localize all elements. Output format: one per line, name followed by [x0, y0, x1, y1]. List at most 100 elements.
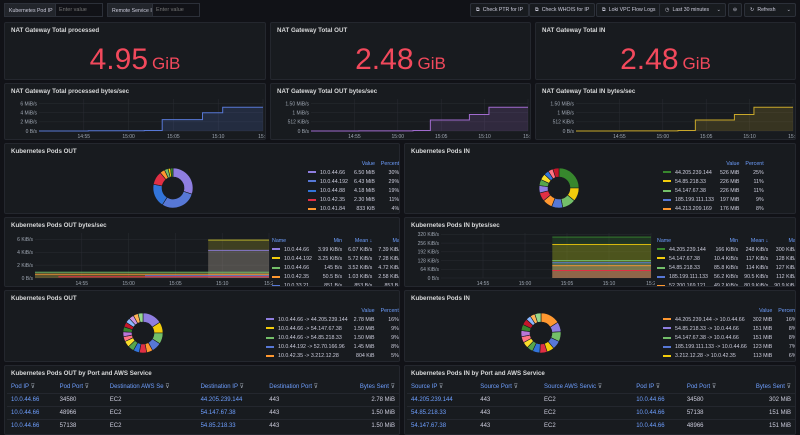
- max-header[interactable]: Max: [788, 237, 796, 244]
- table-cell[interactable]: 10.0.44.66: [7, 392, 56, 406]
- legend-row[interactable]: 10.0.44.192 3.25 KiB/s 5.72 KiB/s 7.28 KiB/…: [269, 254, 399, 263]
- timeseries-chart[interactable]: 1.50 MiB/s 1 MiB/s 512 KiB/s 0 B/s 14:55 15:0…: [536, 96, 796, 140]
- filter-icon[interactable]: ⊽: [84, 383, 90, 390]
- column-header[interactable]: Source IP ⊽: [411, 383, 444, 390]
- column-header[interactable]: Bytes Sent ⊽: [359, 383, 395, 390]
- table-cell[interactable]: 10.0.44.66: [632, 392, 683, 406]
- legend-row[interactable]: 3.212.12.28 -> 10.0.42.35 113 MiB 6%: [660, 352, 795, 361]
- mean-header[interactable]: Mean ↓: [354, 237, 373, 244]
- legend-row[interactable]: 44.213.209.169 176 MiB 8%: [660, 205, 767, 213]
- legend-row[interactable]: 54.85.218.33 -> 10.0.44.66 151 MiB 8%: [660, 324, 795, 333]
- column-header[interactable]: Pod IP ⊽: [636, 383, 661, 390]
- table-cell[interactable]: 10.0.44.66: [632, 405, 683, 419]
- table-cell[interactable]: 54.85.218.33: [407, 405, 477, 419]
- donut-chart[interactable]: [147, 162, 199, 214]
- legend-row[interactable]: 10.0.33.21 851 B/s 853 B/s 853 B/s: [269, 282, 399, 286]
- table-cell[interactable]: 54.147.67.38: [407, 418, 477, 432]
- percent-header[interactable]: Percent: [745, 160, 764, 167]
- legend-row[interactable]: 10.0.41.84 833 KiB 4%: [305, 205, 399, 213]
- column-header[interactable]: Source AWS Servic ⊽: [543, 383, 603, 390]
- value-header[interactable]: Value: [759, 307, 773, 314]
- zoom-out-button[interactable]: ⊖: [728, 3, 742, 17]
- legend-row[interactable]: 10.0.42.35 -> 3.212.12.28 804 KiB 5%: [263, 352, 399, 361]
- min-header[interactable]: Min: [333, 237, 343, 244]
- percent-header[interactable]: Percent: [380, 160, 400, 167]
- legend-row[interactable]: 10.0.44.66 -> 54.147.67.38 1.50 MiB 9%: [263, 324, 399, 333]
- table-cell[interactable]: 44.205.239.144: [196, 392, 266, 406]
- legend-row[interactable]: 185.199.111.133 -> 10.0.44.66 123 MiB 7%: [660, 343, 795, 352]
- legend-row[interactable]: 54.85.218.33 226 MiB 11%: [660, 177, 767, 186]
- table-cell[interactable]: 54.147.67.38: [196, 405, 266, 419]
- filter-icon[interactable]: ⊽: [390, 383, 395, 390]
- remote-service-ip-input[interactable]: [152, 3, 200, 17]
- column-header[interactable]: Pod Port ⊽: [59, 383, 90, 390]
- legend-row[interactable]: 185.199.111.133 197 MiB 9%: [660, 196, 767, 205]
- table-cell[interactable]: 54.85.218.33: [196, 418, 266, 432]
- donut-chart[interactable]: [533, 162, 585, 214]
- table-cell[interactable]: 10.0.44.66: [7, 418, 56, 432]
- mean-header[interactable]: Mean ↓: [750, 237, 769, 244]
- filter-icon[interactable]: ⊽: [711, 383, 717, 390]
- legend-row[interactable]: 54.147.67.38 -> 10.0.44.66 151 MiB 8%: [660, 333, 795, 342]
- legend-row[interactable]: 54.147.67.38 226 MiB 11%: [660, 186, 767, 195]
- value-header[interactable]: Value: [361, 307, 375, 314]
- column-header[interactable]: Destination Port ⊽: [269, 383, 319, 390]
- time-range-picker[interactable]: ◷ Last 30 minutes ⌄: [659, 3, 726, 17]
- check-ptr-button[interactable]: ⧉ Check PTR for IP: [470, 3, 530, 17]
- name-header[interactable]: Name: [657, 237, 672, 244]
- table-cell[interactable]: 10.0.44.66: [632, 418, 683, 432]
- legend-row[interactable]: 10.0.44.66 -> 54.85.218.33 1.50 MiB 9%: [263, 333, 399, 342]
- filter-icon[interactable]: ⊽: [165, 383, 170, 390]
- legend-row[interactable]: 10.0.44.88 4.18 MiB 19%: [305, 186, 399, 195]
- percent-header[interactable]: Percent: [380, 307, 399, 314]
- refresh-button[interactable]: ↻ Refresh ⌄: [744, 3, 796, 17]
- table-cell[interactable]: 44.205.239.144: [407, 392, 477, 406]
- legend-row[interactable]: 10.0.42.35 50.5 B/s 1.03 KiB/s 2.58 KiB/s: [269, 273, 399, 282]
- filter-icon[interactable]: ⊽: [30, 383, 35, 390]
- max-header[interactable]: Max: [392, 237, 400, 244]
- column-header[interactable]: Destination IP ⊽: [200, 383, 244, 390]
- legend-row[interactable]: 44.205.239.144 166 KiB/s 248 KiB/s 300 KiB/…: [654, 245, 795, 254]
- legend-row[interactable]: 10.0.44.66 6.50 MiB 30%: [305, 168, 399, 177]
- loki-vpc-flow-logs-button[interactable]: ⧉ Loki VPC Flow Logs: [596, 3, 662, 17]
- legend-row[interactable]: 10.0.44.192 6.43 MiB 29%: [305, 177, 399, 186]
- donut-chart[interactable]: [117, 307, 169, 359]
- column-header[interactable]: Pod Port ⊽: [686, 383, 717, 390]
- legend-row[interactable]: 10.0.44.66 145 B/s 3.52 KiB/s 4.72 KiB/s: [269, 263, 399, 272]
- legend-row[interactable]: 52.200.169.121 49.2 KiB/s 80.9 KiB/s 90.9 K…: [654, 282, 795, 286]
- filter-icon[interactable]: ⊽: [313, 383, 319, 390]
- filter-icon[interactable]: ⊽: [786, 383, 791, 390]
- filter-icon[interactable]: ⊽: [438, 383, 444, 390]
- filter-icon[interactable]: ⊽: [513, 383, 519, 390]
- legend-row[interactable]: 44.205.239.144 526 MiB 25%: [660, 168, 767, 177]
- legend-row[interactable]: 54.147.67.38 10.4 KiB/s 117 KiB/s 128 KiB/s: [654, 254, 795, 263]
- legend-row[interactable]: 44.205.239.144 -> 10.0.44.66 302 MiB 16%: [660, 315, 795, 324]
- timeseries-chart[interactable]: 1.50 MiB/s 1 MiB/s 512 KiB/s 0 B/s 14:55 15:0…: [271, 96, 531, 140]
- pod-ip-input[interactable]: [55, 3, 103, 17]
- name-header[interactable]: Name: [272, 237, 287, 244]
- timeseries-chart[interactable]: 320 KiB/s 256 KiB/s 192 KiB/s 128 KiB/s 64 K…: [405, 230, 655, 287]
- column-header[interactable]: Destination AWS Se ⊽: [109, 383, 170, 390]
- legend-row[interactable]: 10.0.44.66 3.99 KiB/s 6.07 KiB/s 7.39 KiB/s: [269, 245, 399, 254]
- filter-icon[interactable]: ⊽: [655, 383, 661, 390]
- legend-row[interactable]: 185.199.111.133 56.2 KiB/s 90.5 KiB/s 112 K…: [654, 273, 795, 282]
- y-tick-label: 6 KiB/s: [17, 237, 33, 243]
- timeseries-chart[interactable]: 6 MiB/s 4 MiB/s 2 MiB/s 0 B/s 14:55 15:00 15:0…: [5, 96, 266, 140]
- filter-icon[interactable]: ⊽: [239, 383, 244, 390]
- check-whois-button[interactable]: ⧉ Check WHOIS for IP: [529, 3, 596, 17]
- value-header[interactable]: Value: [361, 160, 375, 167]
- legend-row[interactable]: 54.85.218.33 85.8 KiB/s 114 KiB/s 127 KiB/s: [654, 263, 795, 272]
- min-header[interactable]: Min: [729, 237, 739, 244]
- percent-header[interactable]: Percent: [778, 307, 796, 314]
- filter-icon[interactable]: ⊽: [597, 383, 603, 390]
- donut-chart[interactable]: [515, 307, 567, 359]
- value-header[interactable]: Value: [726, 160, 740, 167]
- column-header[interactable]: Pod IP ⊽: [11, 383, 35, 390]
- table-cell[interactable]: 10.0.44.66: [7, 405, 56, 419]
- legend-row[interactable]: 10.0.42.35 2.30 MiB 11%: [305, 196, 399, 205]
- timeseries-chart[interactable]: 6 KiB/s 4 KiB/s 2 KiB/s 0 B/s 14:55 15:00 15:0…: [5, 230, 273, 287]
- column-header[interactable]: Bytes Sent ⊽: [755, 383, 791, 390]
- legend-row[interactable]: 10.0.44.192 -> 52.70.166.96 1.45 MiB 8%: [263, 343, 399, 352]
- column-header[interactable]: Source Port ⊽: [480, 383, 519, 390]
- legend-row[interactable]: 10.0.44.66 -> 44.205.239.144 2.78 MiB 16%: [263, 315, 399, 324]
